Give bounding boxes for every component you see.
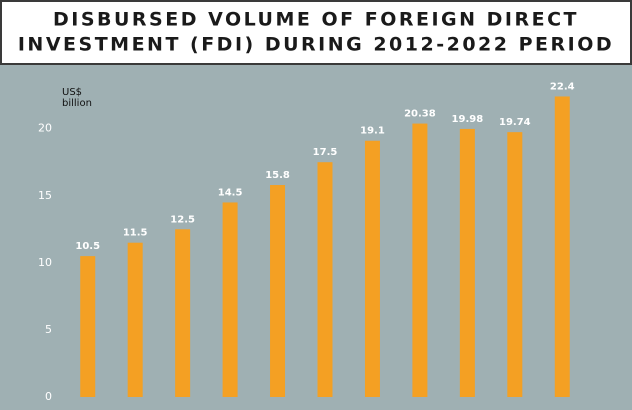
y-axis-label: US$ <box>62 87 82 98</box>
data-label: 14.5 <box>218 187 243 198</box>
bar <box>459 128 475 397</box>
data-label: 15.8 <box>265 170 290 181</box>
data-label: 22.4 <box>550 81 575 92</box>
bar <box>270 185 286 397</box>
data-label: 19.74 <box>499 117 531 128</box>
bar <box>222 202 238 397</box>
bar <box>127 242 143 397</box>
data-label: 12.5 <box>170 214 195 225</box>
y-tick-label: 10 <box>38 256 52 269</box>
data-label: 19.1 <box>360 126 385 137</box>
y-tick-label: 20 <box>38 122 52 135</box>
bar <box>317 162 333 397</box>
y-tick-label: 5 <box>45 323 52 336</box>
data-label: 10.5 <box>75 241 100 252</box>
bar <box>364 140 380 397</box>
data-label: 11.5 <box>123 228 148 239</box>
bar <box>412 123 428 398</box>
bar <box>554 96 570 397</box>
title-box <box>0 0 632 65</box>
data-label: 17.5 <box>313 147 338 158</box>
data-label: 20.38 <box>404 109 436 120</box>
y-tick-label: 15 <box>38 189 52 202</box>
y-axis-label: billion <box>62 98 92 109</box>
bar <box>80 256 96 397</box>
chart-title: DISBURSED VOLUME OF FOREIGN DIRECT <box>53 9 579 31</box>
y-tick-label: 0 <box>45 390 52 403</box>
data-label: 19.98 <box>452 114 484 125</box>
bar <box>175 229 191 397</box>
bar <box>507 132 523 397</box>
chart-title: INVESTMENT (FDI) DURING 2012-2022 PERIOD <box>18 34 614 56</box>
